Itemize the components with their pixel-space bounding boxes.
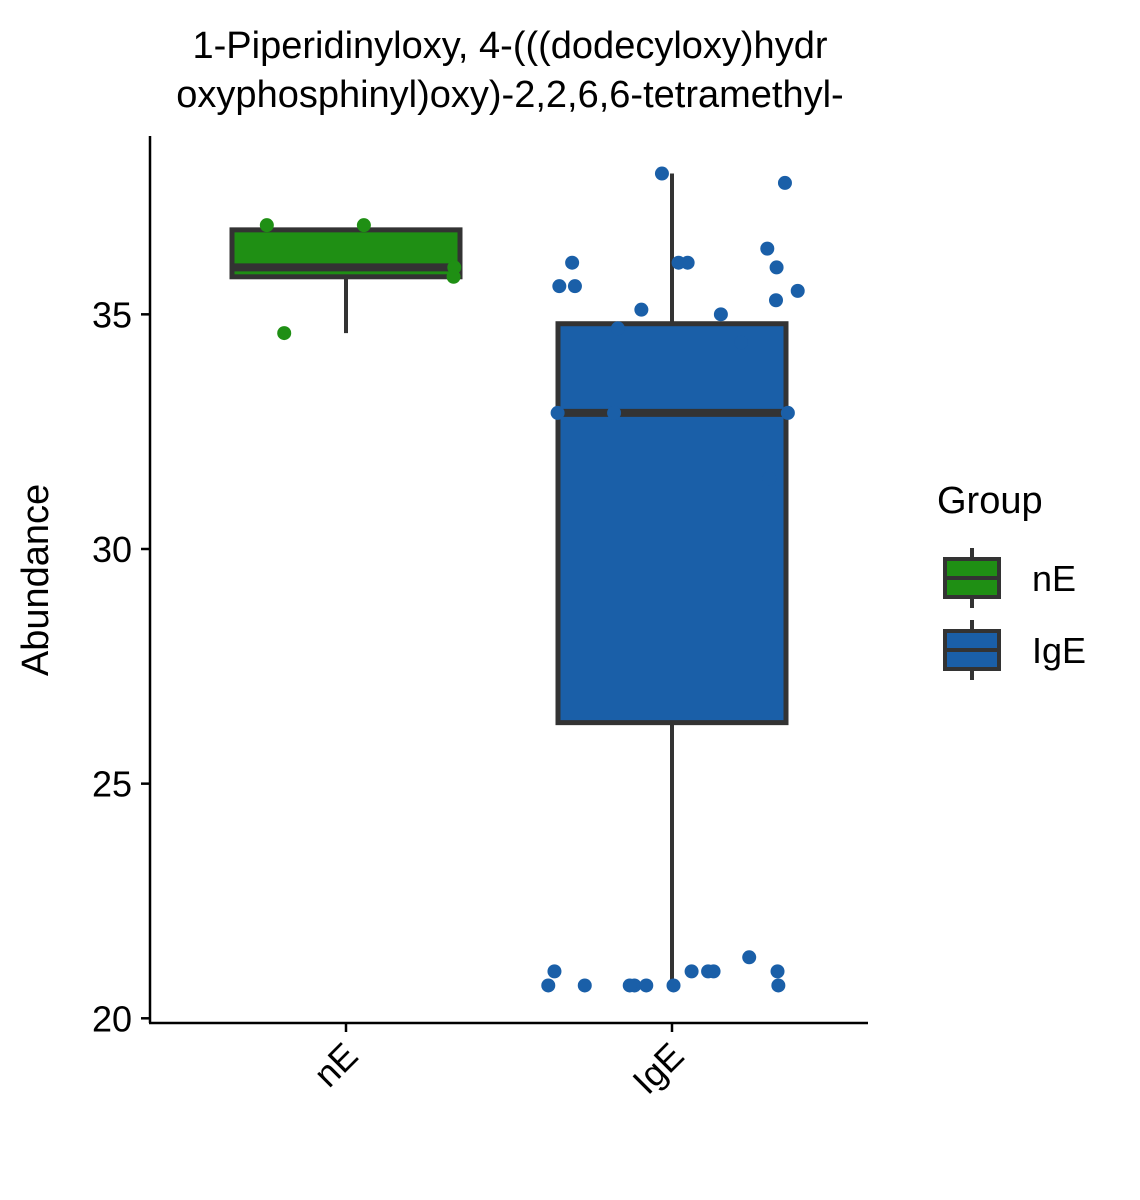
data-point xyxy=(760,241,775,256)
data-point xyxy=(770,964,785,979)
data-point xyxy=(762,471,777,486)
data-point xyxy=(768,293,783,308)
data-point xyxy=(277,326,292,341)
data-point xyxy=(547,964,562,979)
data-point xyxy=(769,260,784,275)
data-point xyxy=(734,335,749,350)
legend-title: Group xyxy=(937,480,1043,522)
legend-label: nE xyxy=(1032,558,1076,599)
data-point xyxy=(567,279,582,294)
data-point xyxy=(713,307,728,322)
legend-label: IgE xyxy=(1032,630,1086,671)
data-point xyxy=(654,166,669,181)
data-point xyxy=(550,405,565,420)
data-point xyxy=(780,405,795,420)
data-point xyxy=(666,978,681,993)
y-axis-title: Abundance xyxy=(15,484,57,676)
data-point xyxy=(706,964,721,979)
plot-area xyxy=(229,166,805,993)
x-axis-ticks: nE IgE xyxy=(306,1023,692,1102)
y-tick-label: 25 xyxy=(92,764,132,805)
chart-title-line-1: 1-Piperidinyloxy, 4-(((dodecyloxy)hydr xyxy=(193,25,828,67)
data-point xyxy=(259,218,274,233)
y-tick-label: 30 xyxy=(92,529,132,570)
data-point xyxy=(777,175,792,190)
data-point xyxy=(671,255,686,270)
data-point xyxy=(577,978,592,993)
data-point xyxy=(634,302,649,317)
data-point xyxy=(446,269,461,284)
data-point xyxy=(622,978,637,993)
data-point xyxy=(610,321,625,336)
data-point xyxy=(552,279,567,294)
data-point xyxy=(356,218,371,233)
data-point xyxy=(565,255,580,270)
data-point xyxy=(790,283,805,298)
data-point xyxy=(684,964,699,979)
y-axis-ticks: 20 25 30 35 xyxy=(92,294,150,1039)
data-point xyxy=(742,950,757,965)
box-IgE xyxy=(555,321,789,726)
y-tick-label: 35 xyxy=(92,294,132,335)
x-tick-label: IgE xyxy=(624,1035,691,1102)
data-point xyxy=(771,978,786,993)
legend: nE IgE xyxy=(943,548,1086,680)
data-point xyxy=(607,405,622,420)
x-tick-label: nE xyxy=(306,1035,366,1095)
y-tick-label: 20 xyxy=(92,998,132,1039)
data-point xyxy=(541,978,556,993)
chart-title-line-2: oxyphosphinyl)oxy)-2,2,6,6-tetramethyl- xyxy=(176,74,843,116)
data-point xyxy=(639,978,654,993)
